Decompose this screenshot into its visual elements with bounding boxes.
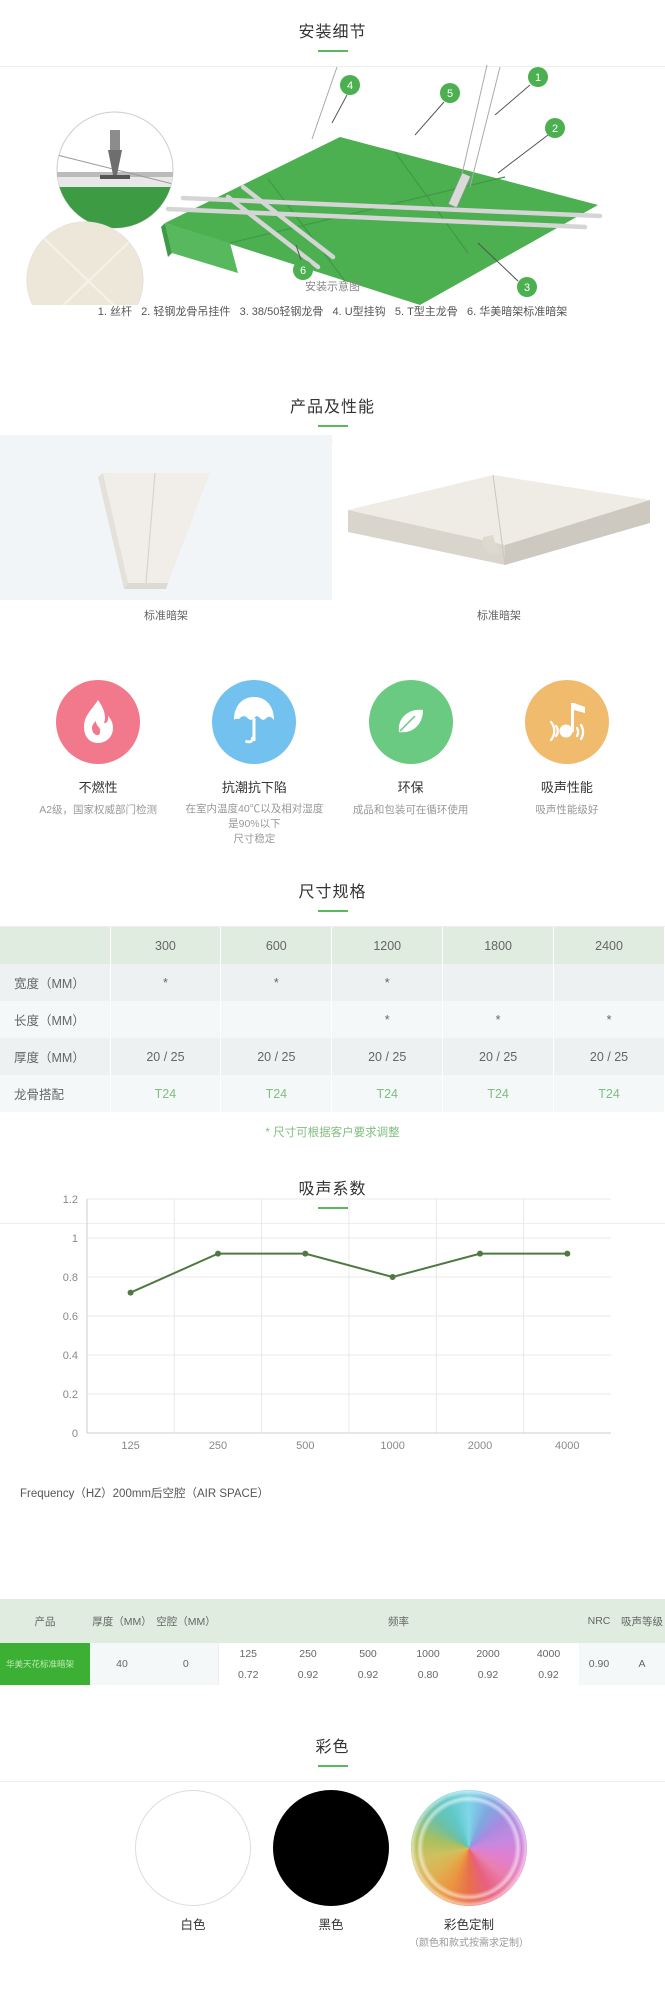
svg-text:5: 5 — [447, 88, 453, 100]
svg-text:6: 6 — [300, 265, 306, 277]
svg-text:1: 1 — [535, 72, 541, 84]
svg-text:4000: 4000 — [555, 1440, 579, 1452]
svg-text:1: 1 — [72, 1233, 78, 1245]
svg-text:2: 2 — [552, 123, 558, 135]
svg-text:0.2: 0.2 — [63, 1389, 78, 1401]
svg-text:0.6: 0.6 — [63, 1311, 78, 1323]
svg-text:4: 4 — [347, 80, 353, 92]
svg-text:1000: 1000 — [380, 1440, 404, 1452]
svg-text:2000: 2000 — [468, 1440, 492, 1452]
svg-text:0.8: 0.8 — [63, 1272, 78, 1284]
svg-text:0: 0 — [72, 1428, 78, 1440]
svg-text:125: 125 — [121, 1440, 139, 1452]
svg-text:1.2: 1.2 — [63, 1194, 78, 1206]
svg-text:250: 250 — [209, 1440, 227, 1452]
svg-text:500: 500 — [296, 1440, 314, 1452]
svg-text:0.4: 0.4 — [63, 1350, 78, 1362]
